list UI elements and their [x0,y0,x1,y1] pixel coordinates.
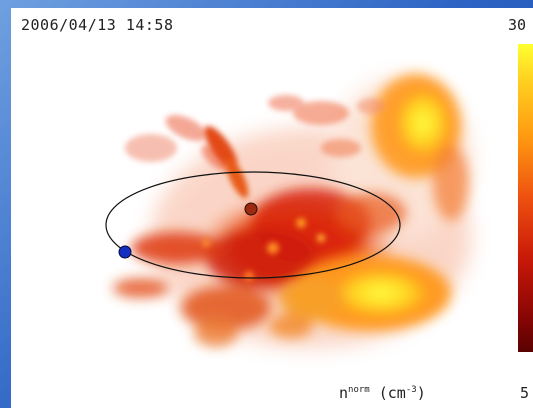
density-region-lower-right [269,255,451,338]
unit-close: ) [416,384,426,402]
density-region-upper-right [371,74,469,221]
earth-marker-icon [118,245,132,259]
unit-text: (cm [378,384,406,402]
density-cloud-image [105,74,471,348]
timestamp-label: 2006/04/13 14:58 [21,16,174,34]
colorbar-max-label: 30 [508,16,527,34]
earth-orbit-ellipse [105,171,401,279]
quantity-symbol: n [339,384,349,402]
colorbar [518,44,533,352]
density-streaks [125,95,385,172]
quantity-unit-label: nnorm (cm-3) [339,384,426,402]
sun-marker-icon [244,202,258,216]
tomography-panel: 2006/04/13 14:58 30 [11,8,533,408]
colorbar-min-label: 5 [520,384,530,402]
quantity-superscript: norm [348,385,370,395]
unit-exponent: -3 [405,385,417,395]
density-plume [204,126,249,199]
